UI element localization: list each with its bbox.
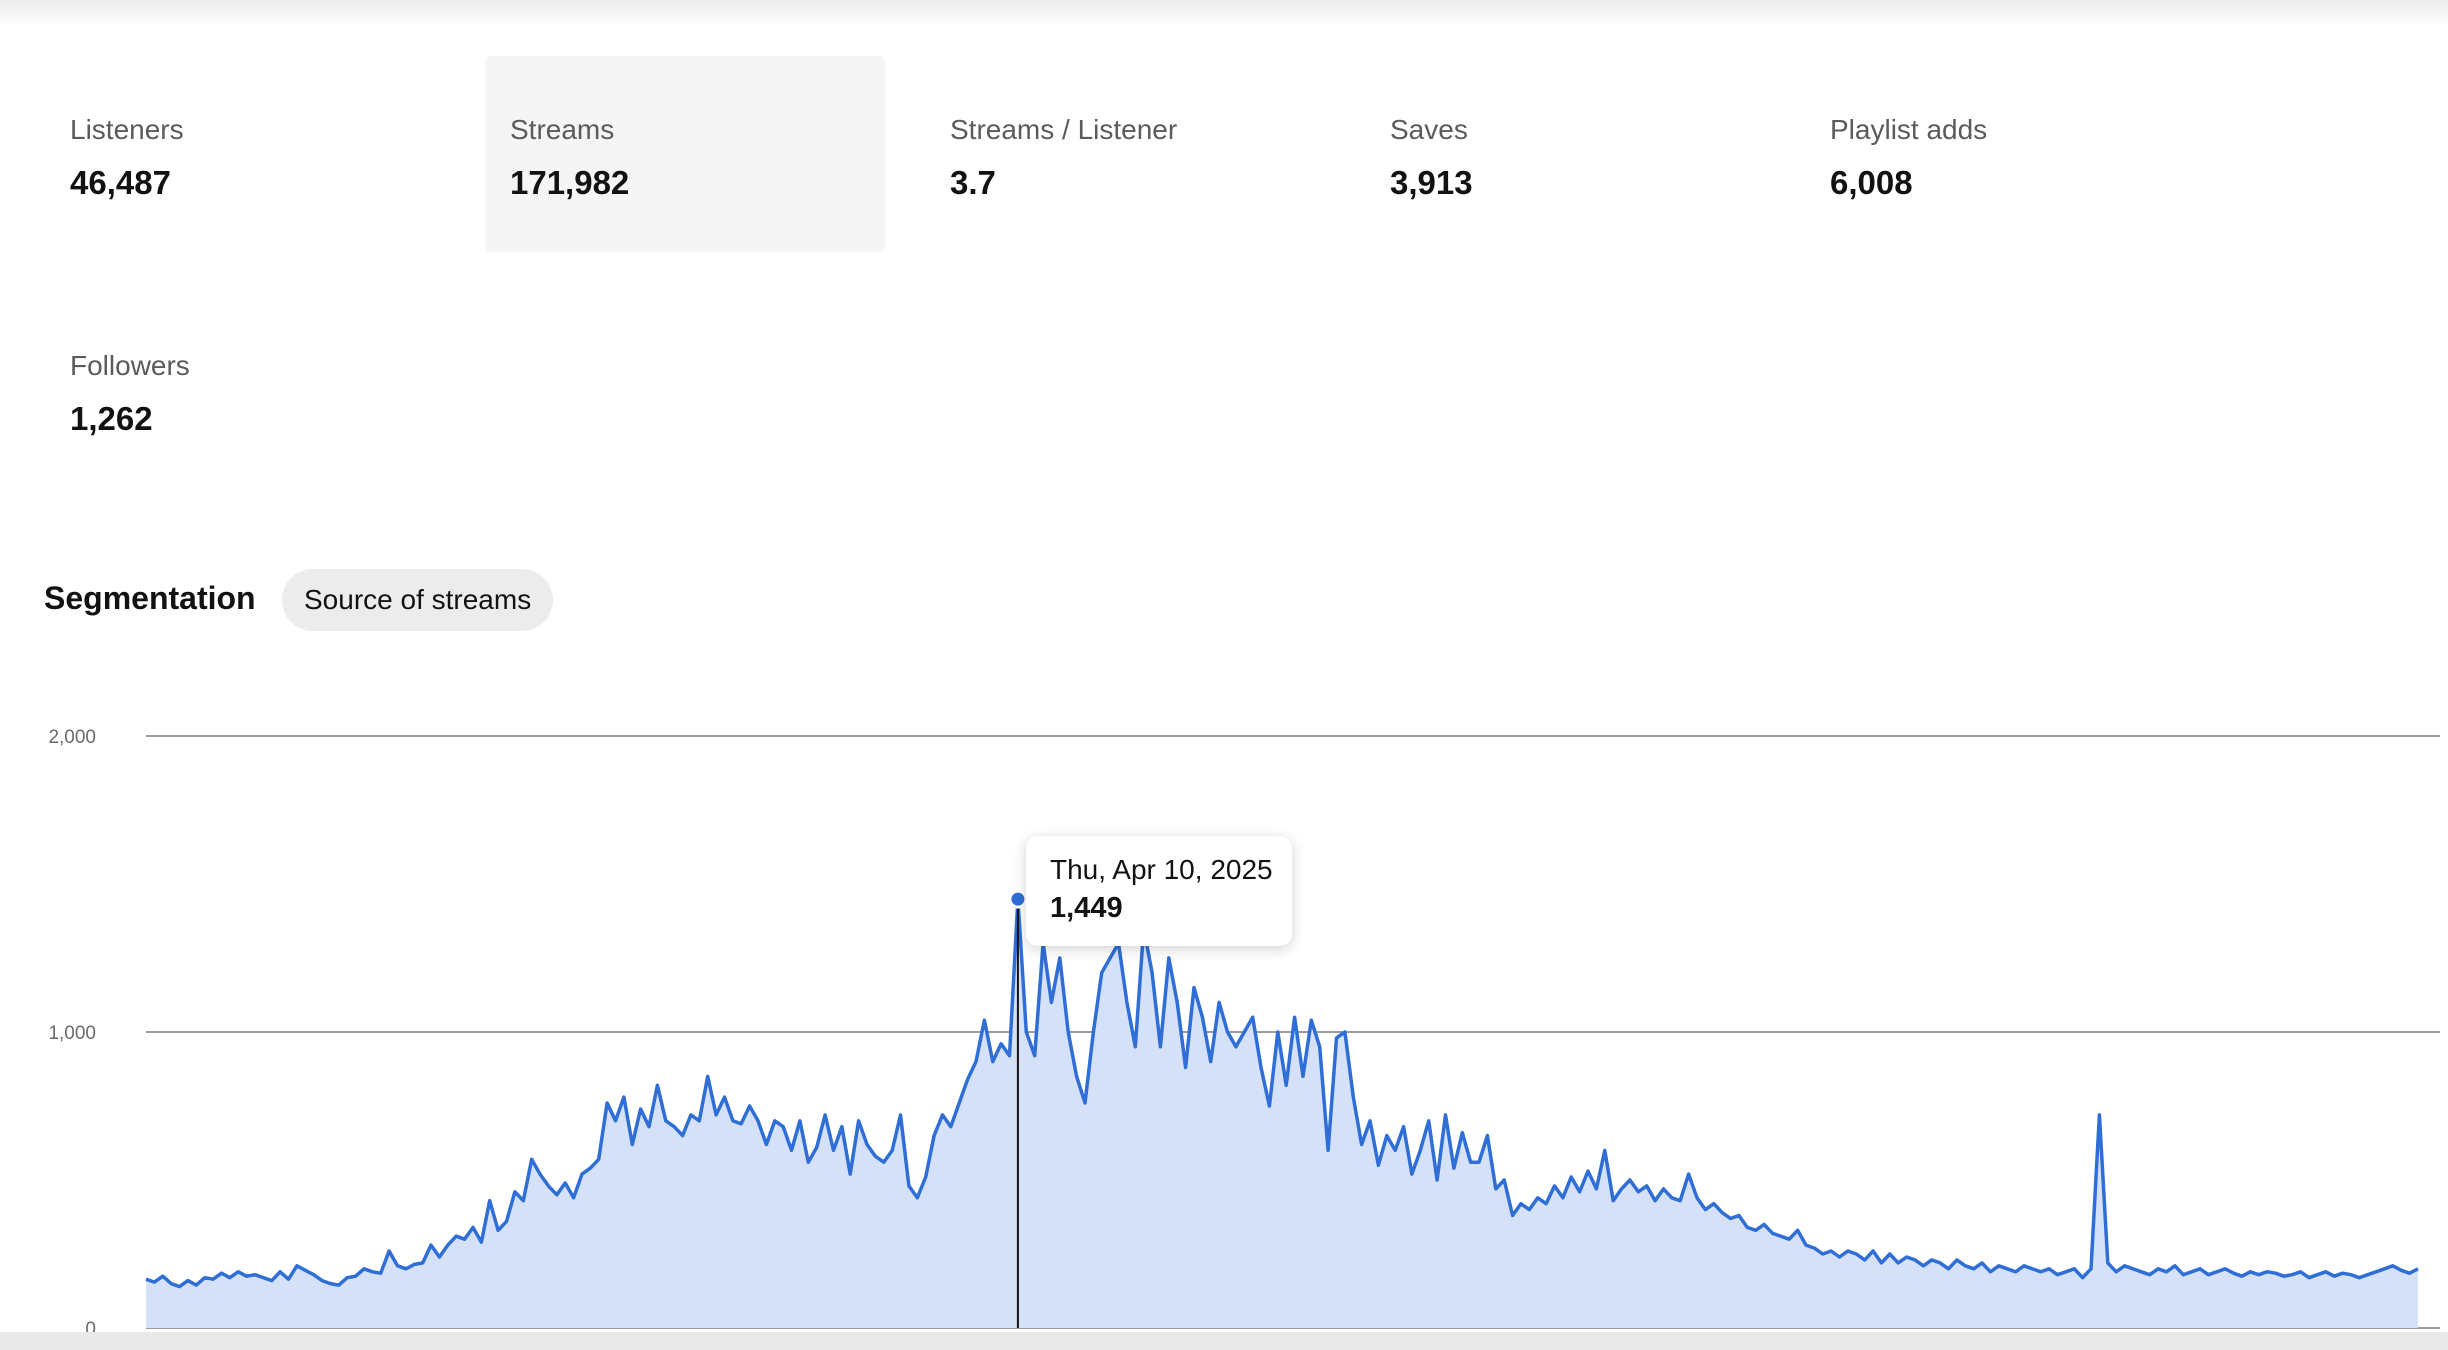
metric-card-streams-per-listener[interactable]: Streams / Listener 3.7: [925, 56, 1325, 252]
metric-label: Followers: [70, 350, 190, 381]
metric-card-streams[interactable]: Streams 171,982: [485, 56, 885, 252]
metric-label: Listeners: [70, 114, 184, 145]
hover-point[interactable]: [1008, 889, 1028, 909]
metric-value: 1,262: [70, 400, 153, 437]
metric-value: 6,008: [1830, 164, 1913, 201]
metric-card-followers[interactable]: Followers 1,262: [45, 292, 445, 488]
metric-card-saves[interactable]: Saves 3,913: [1365, 56, 1765, 252]
chart-tooltip: Thu, Apr 10, 2025 1,449: [1026, 836, 1292, 946]
metric-value: 3,913: [1390, 164, 1473, 201]
bottom-edge: [0, 1332, 2448, 1350]
y-tick-label: 0: [85, 1319, 96, 1340]
y-axis-ticks: 0 1,000 2,000: [48, 727, 96, 1340]
metric-value: 3.7: [950, 164, 996, 201]
y-tick-label: 1,000: [48, 1023, 96, 1044]
metric-value: 46,487: [70, 164, 171, 201]
segmentation-title: Segmentation: [44, 580, 256, 616]
metric-card-playlist-adds[interactable]: Playlist adds 6,008: [1805, 56, 2205, 252]
metric-label: Saves: [1390, 114, 1468, 145]
metric-label: Streams / Listener: [950, 114, 1178, 145]
streams-area-fill: [146, 899, 2418, 1328]
tooltip-date: Thu, Apr 10, 2025: [1050, 854, 1273, 885]
metric-card-listeners[interactable]: Listeners 46,487: [45, 56, 445, 252]
tooltip-value: 1,449: [1050, 892, 1123, 924]
segmentation-chip-source-of-streams[interactable]: Source of streams: [282, 569, 554, 631]
streams-series-line: [145, 897, 2419, 1289]
metric-value: 171,982: [510, 164, 630, 201]
metric-label: Streams: [510, 114, 615, 145]
metric-label: Playlist adds: [1830, 114, 1988, 145]
y-tick-label: 2,000: [48, 727, 96, 748]
top-shadow: [0, 0, 2448, 26]
